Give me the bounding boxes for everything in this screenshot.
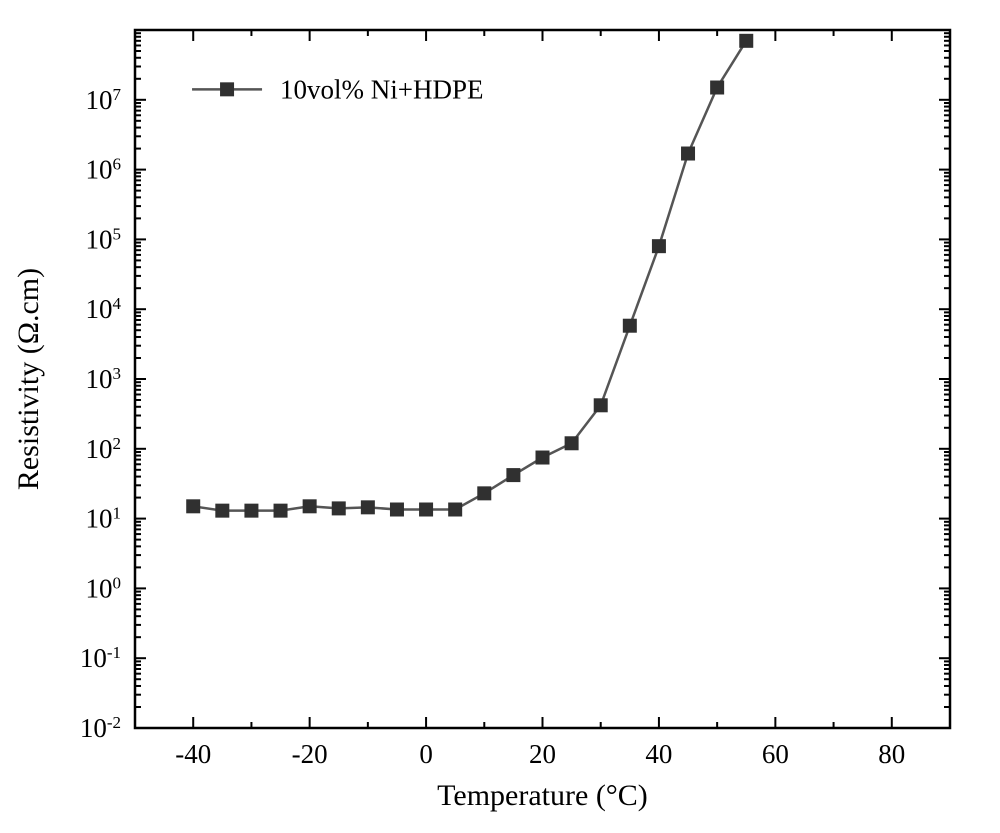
svg-text:10vol% Ni+HDPE: 10vol% Ni+HDPE <box>280 74 483 104</box>
svg-text:0: 0 <box>419 739 433 769</box>
svg-text:Resistivity (Ω.cm): Resistivity (Ω.cm) <box>12 268 45 490</box>
svg-text:-40: -40 <box>175 739 211 769</box>
svg-text:60: 60 <box>762 739 789 769</box>
svg-text:-20: -20 <box>292 739 328 769</box>
svg-text:40: 40 <box>645 739 672 769</box>
svg-text:80: 80 <box>878 739 905 769</box>
resistivity-chart: -40-2002040608010-210-110010110210310410… <box>0 0 1000 833</box>
svg-text:20: 20 <box>529 739 556 769</box>
chart-container: -40-2002040608010-210-110010110210310410… <box>0 0 1000 833</box>
svg-text:Temperature (°C): Temperature (°C) <box>437 779 648 812</box>
